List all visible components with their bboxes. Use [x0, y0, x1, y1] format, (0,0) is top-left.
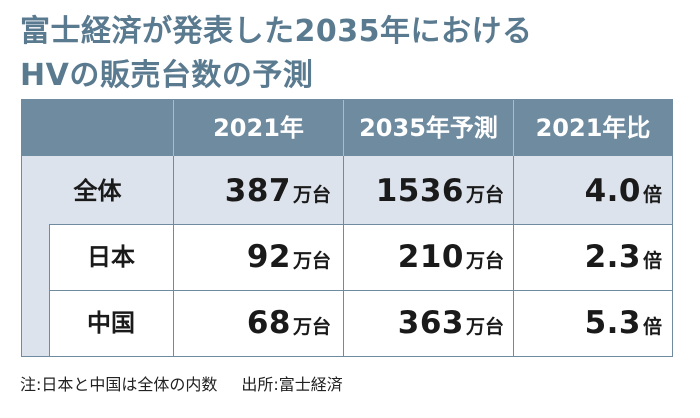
footnote-note: 注:日本と中国は全体の内数: [20, 375, 218, 394]
row-label-total: 全体: [73, 177, 122, 205]
cell-china-2035: 363 万台: [397, 305, 504, 341]
header-corner: [22, 100, 173, 156]
row-divider: [49, 290, 672, 291]
forecast-table: 2021年 2035年予測 2021年比 全体 387 万台 1536 万台 4.0…: [21, 99, 673, 357]
cell-japan-2021: 92 万台: [246, 239, 331, 275]
col-divider: [343, 156, 344, 356]
col-divider: [173, 156, 174, 356]
footnote: 注:日本と中国は全体の内数 出所:富士経済: [20, 370, 680, 400]
title-line-2: HVの販売台数の予測: [20, 58, 314, 93]
col-divider: [513, 156, 514, 356]
header-2021: 2021年: [213, 114, 304, 142]
header-ratio: 2021年比: [535, 114, 651, 142]
title-line-1: 富士経済が発表した2035年における: [20, 14, 533, 49]
cell-japan-2035: 210 万台: [397, 239, 504, 275]
cell-total-2035: 1536 万台: [375, 173, 504, 209]
table-header: 2021年 2035年予測 2021年比: [22, 100, 672, 156]
cell-china-ratio: 5.3 倍: [584, 305, 662, 341]
footnote-source: 出所:富士経済: [241, 375, 343, 394]
row-label-japan: 日本: [87, 243, 135, 271]
cell-japan-ratio: 2.3 倍: [584, 239, 662, 275]
page-title: 富士経済が発表した2035年における HVの販売台数の予測: [20, 10, 680, 98]
row-label-china: 中国: [87, 309, 135, 337]
cell-total-ratio: 4.0 倍: [584, 173, 662, 209]
cell-china-2021: 68 万台: [246, 305, 331, 341]
cell-total-2021: 387 万台: [224, 173, 331, 209]
header-2035-forecast: 2035年予測: [359, 114, 498, 142]
row-divider: [49, 224, 672, 225]
